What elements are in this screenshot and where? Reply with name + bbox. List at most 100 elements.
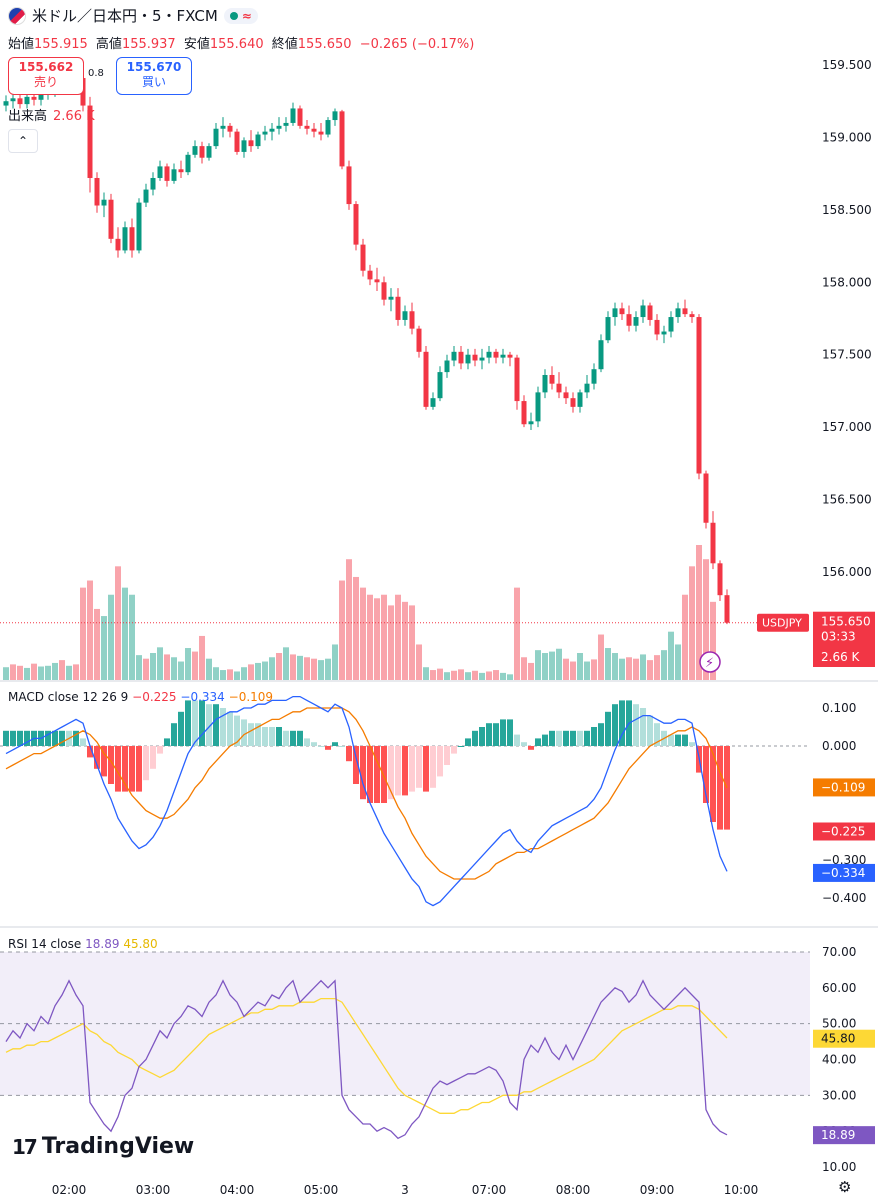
volume-bar [360, 587, 366, 680]
settings-gear-icon[interactable]: ⚙ [838, 1178, 852, 1196]
volume-bar [563, 658, 569, 680]
volume-bar [416, 644, 422, 680]
low-value: 155.640 [209, 37, 264, 52]
volume-bar [626, 657, 632, 680]
candle-body [297, 108, 303, 126]
rsi-legend: RSI 14 close 18.89 45.80 [8, 937, 158, 951]
high-value: 155.937 [121, 37, 176, 52]
macd-histogram-bar [52, 730, 58, 746]
volume-bar [521, 657, 527, 680]
volume-bar [10, 664, 16, 680]
volume-bar [710, 601, 716, 680]
countdown-tag: 03:33 [821, 630, 856, 644]
rsi-ma-line [5, 997, 728, 1114]
macd-histogram-bar [479, 727, 485, 746]
candle-body [514, 357, 520, 402]
candle-body [465, 354, 471, 364]
volume-bar [227, 669, 233, 680]
candle-body [122, 227, 128, 251]
macd-histogram-bar [381, 746, 387, 803]
macd-histogram-bar [542, 734, 548, 746]
macd-histogram-bar [3, 730, 9, 746]
buy-button[interactable]: 155.670 買い [116, 57, 192, 95]
macd-histogram-bar [514, 734, 520, 746]
candle-body [206, 146, 212, 158]
candle-body [318, 131, 324, 135]
candle-body [640, 305, 646, 318]
macd-histogram-bar [682, 734, 688, 746]
volume-bar [45, 665, 51, 680]
volume-bar [31, 663, 37, 680]
candle-body [374, 279, 380, 283]
price-tick-label: 156.000 [822, 565, 872, 579]
candle-body [381, 282, 387, 300]
time-tick-label: 09:00 [640, 1183, 675, 1197]
candle-body [682, 308, 688, 315]
candle-body [101, 199, 107, 206]
hist-value-tag: −0.225 [821, 825, 865, 839]
candle-body [178, 169, 184, 173]
candle-body [689, 314, 695, 318]
candle-body [185, 154, 191, 173]
candle-body [402, 311, 408, 320]
candle-body [717, 563, 723, 596]
volume-bar [535, 650, 541, 680]
price-tick-label: 159.500 [822, 58, 872, 72]
volume-bar [640, 654, 646, 680]
price-tick-label: 157.000 [822, 420, 872, 434]
rsi-title: RSI 14 close [8, 937, 82, 951]
volume-bar [584, 661, 590, 680]
candle-body [248, 140, 254, 147]
grid [0, 680, 878, 928]
macd-histogram-bar [647, 715, 653, 746]
candle-body [199, 146, 205, 158]
close-value: 155.650 [297, 37, 352, 52]
candle-body [269, 128, 275, 132]
sell-button[interactable]: 155.662 売り [8, 57, 84, 95]
volume-bar [493, 670, 499, 680]
volume-bar [381, 594, 387, 680]
candle-body [563, 392, 569, 399]
macd-title: MACD close 12 26 9 [8, 690, 129, 704]
volume-bar [220, 670, 226, 680]
close-label: 終値 [271, 37, 298, 52]
volume-bar [556, 648, 562, 680]
volume-bar [409, 605, 415, 680]
macd-histogram-bar [598, 723, 604, 746]
tradingview-logo-icon: 17 [12, 1134, 38, 1159]
candle-body [10, 98, 16, 102]
macd-signal-line [5, 707, 728, 880]
volume-bar [682, 594, 688, 680]
macd-histogram-bar [710, 746, 716, 822]
macd-value-tag: −0.334 [821, 866, 865, 880]
chevron-up-icon: ⌃ [17, 134, 29, 148]
candle-body [409, 311, 415, 329]
candle-body [416, 328, 422, 352]
volume-bar [3, 667, 9, 680]
volume-bar [577, 653, 583, 680]
volume-bar [423, 667, 429, 680]
volume-bar [206, 658, 212, 680]
volume-bar [500, 672, 506, 680]
macd-histogram-bar [220, 708, 226, 746]
candle-body [150, 177, 156, 190]
volume-bar [388, 605, 394, 680]
candle-body [451, 351, 457, 361]
low-label: 安値 [183, 37, 210, 52]
macd-histogram-bar [703, 746, 709, 803]
candle-body [325, 120, 331, 135]
tradingview-logo[interactable]: 17 TradingView [12, 1134, 194, 1159]
candle-body [612, 308, 618, 318]
candle-body [276, 125, 282, 129]
macd-histogram-bar [507, 719, 513, 746]
macd-histogram-bar [297, 730, 303, 746]
collapse-legend-button[interactable]: ⌃ [8, 129, 38, 153]
market-status-badge[interactable]: ≈ [223, 7, 258, 24]
volume-bar [234, 671, 240, 680]
symbol-header[interactable]: 米ドル／日本円・5・FXCM ≈ [8, 5, 258, 26]
candle-body [458, 351, 464, 364]
macd-histogram-bar [255, 723, 261, 746]
macd-line [5, 695, 728, 907]
volume-bar [472, 670, 478, 680]
